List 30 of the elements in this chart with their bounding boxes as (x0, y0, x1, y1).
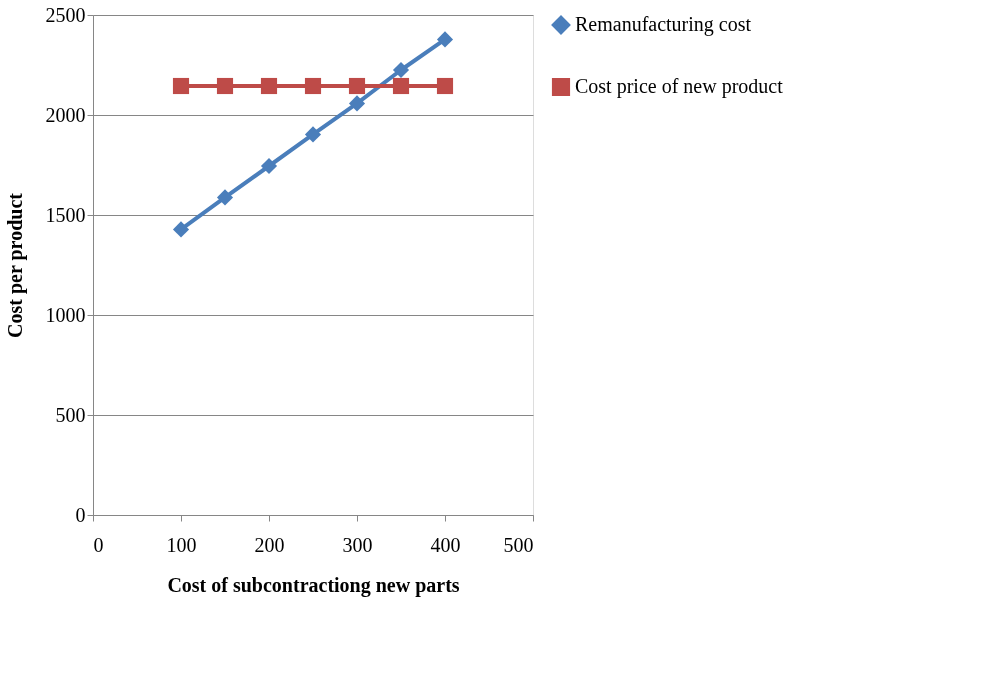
legend-label: Remanufacturing cost (575, 13, 752, 36)
point (392, 77, 410, 95)
x-tick-label: 300 (342, 533, 373, 556)
y-tick-label: 1500 (45, 203, 86, 226)
y-tick-label: 2000 (45, 103, 86, 126)
point (260, 77, 278, 95)
point (304, 126, 322, 143)
point (260, 157, 278, 175)
y-tick-label: 500 (55, 403, 86, 426)
point (348, 77, 366, 95)
y-tick-label: 2500 (45, 3, 86, 26)
x-axis-title: Cost of subcontractiong new parts (167, 573, 460, 597)
x-tick-label: 400 (430, 533, 461, 556)
point (348, 95, 366, 112)
point (172, 221, 190, 238)
x-tick-label: 500 (503, 533, 534, 556)
point (216, 189, 234, 206)
point (392, 61, 410, 79)
x-tick-label: 200 (254, 533, 285, 556)
point (304, 77, 322, 95)
y-tick-label: 0 (75, 503, 86, 526)
y-axis-title: Cost per product (3, 192, 27, 338)
point (172, 77, 190, 95)
x-tick-label: 0 (93, 533, 104, 556)
y-tick-label: 1000 (45, 303, 86, 326)
point (436, 31, 454, 48)
legend-label: Cost price of new product (575, 75, 784, 98)
x-tick-label: 100 (166, 533, 197, 556)
point (216, 77, 234, 95)
point (436, 77, 454, 95)
